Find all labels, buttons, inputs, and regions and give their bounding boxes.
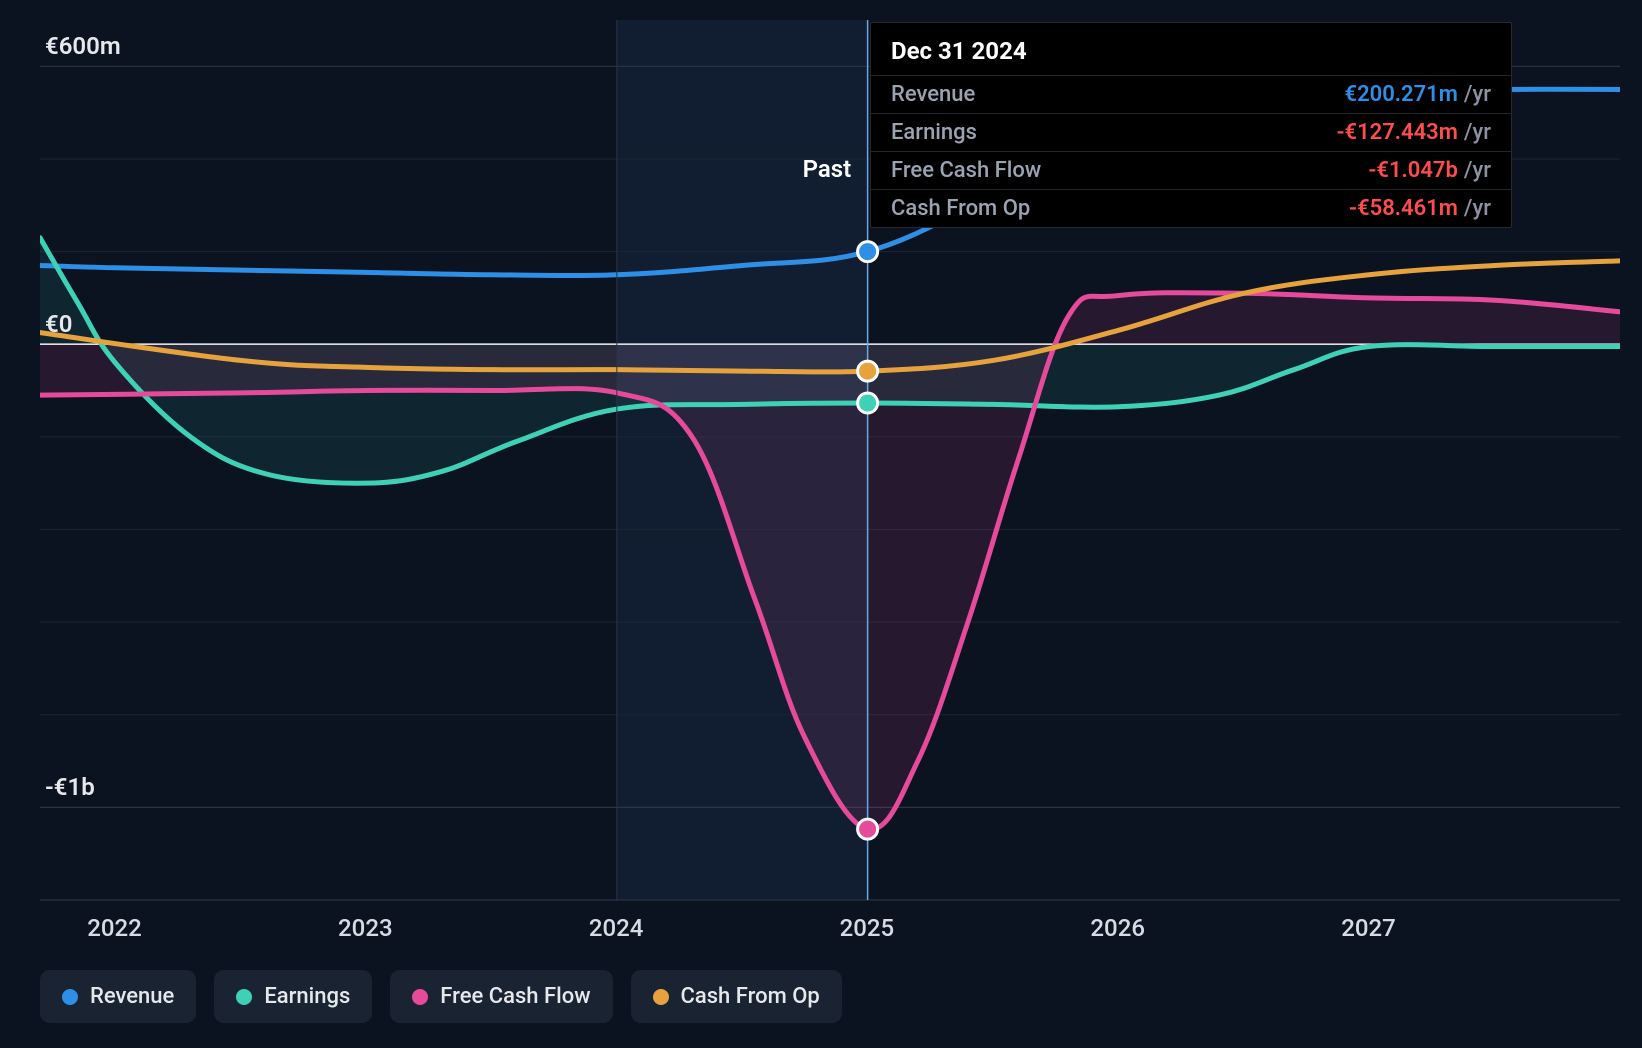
- legend-dot-icon: [62, 989, 78, 1005]
- legend-dot-icon: [653, 989, 669, 1005]
- tooltip-row-label: Cash From Op: [891, 196, 1030, 221]
- tooltip-row: Cash From Op -€58.461m/yr: [871, 190, 1511, 227]
- tooltip-row-value: -€127.443m: [1336, 120, 1457, 145]
- tooltip-row: Free Cash Flow -€1.047b/yr: [871, 152, 1511, 190]
- legend-item-fcf[interactable]: Free Cash Flow: [390, 970, 612, 1023]
- x-tick-label: 2024: [589, 914, 644, 942]
- legend-item-earnings[interactable]: Earnings: [214, 970, 372, 1023]
- tooltip-row: Earnings -€127.443m/yr: [871, 114, 1511, 152]
- legend-label: Cash From Op: [681, 984, 820, 1009]
- tooltip-row-label: Revenue: [891, 82, 975, 107]
- legend-dot-icon: [236, 989, 252, 1005]
- section-label-past: Past: [803, 155, 852, 183]
- tooltip-row-value: -€58.461m: [1349, 196, 1458, 221]
- tooltip-row-suffix: /yr: [1464, 158, 1491, 183]
- legend-item-cfo[interactable]: Cash From Op: [631, 970, 842, 1023]
- tooltip-title: Dec 31 2024: [871, 23, 1511, 76]
- legend: Revenue Earnings Free Cash Flow Cash Fro…: [40, 970, 842, 1023]
- x-tick-label: 2025: [840, 914, 895, 942]
- y-tick-label: -€1b: [45, 773, 95, 801]
- y-tick-label: €600m: [45, 32, 121, 60]
- y-tick-label: €0: [45, 310, 72, 338]
- tooltip-row-label: Earnings: [891, 120, 977, 145]
- legend-label: Revenue: [90, 984, 174, 1009]
- tooltip-row-value: -€1.047b: [1368, 158, 1458, 183]
- tooltip-row-suffix: /yr: [1464, 82, 1491, 107]
- legend-item-revenue[interactable]: Revenue: [40, 970, 196, 1023]
- legend-label: Free Cash Flow: [440, 984, 590, 1009]
- chart-container: { "canvas": {"width":1642,"height":1048,…: [0, 0, 1642, 1048]
- tooltip-row-suffix: /yr: [1464, 120, 1491, 145]
- legend-dot-icon: [412, 989, 428, 1005]
- tooltip-row: Revenue €200.271m/yr: [871, 76, 1511, 114]
- x-tick-label: 2026: [1090, 914, 1145, 942]
- x-tick-label: 2027: [1341, 914, 1396, 942]
- x-tick-label: 2022: [87, 914, 142, 942]
- hover-tooltip: Dec 31 2024 Revenue €200.271m/yr Earning…: [870, 22, 1512, 228]
- tooltip-row-value: €200.271m: [1345, 82, 1458, 107]
- x-tick-label: 2023: [338, 914, 393, 942]
- tooltip-row-label: Free Cash Flow: [891, 158, 1041, 183]
- tooltip-row-suffix: /yr: [1464, 196, 1491, 221]
- legend-label: Earnings: [264, 984, 350, 1009]
